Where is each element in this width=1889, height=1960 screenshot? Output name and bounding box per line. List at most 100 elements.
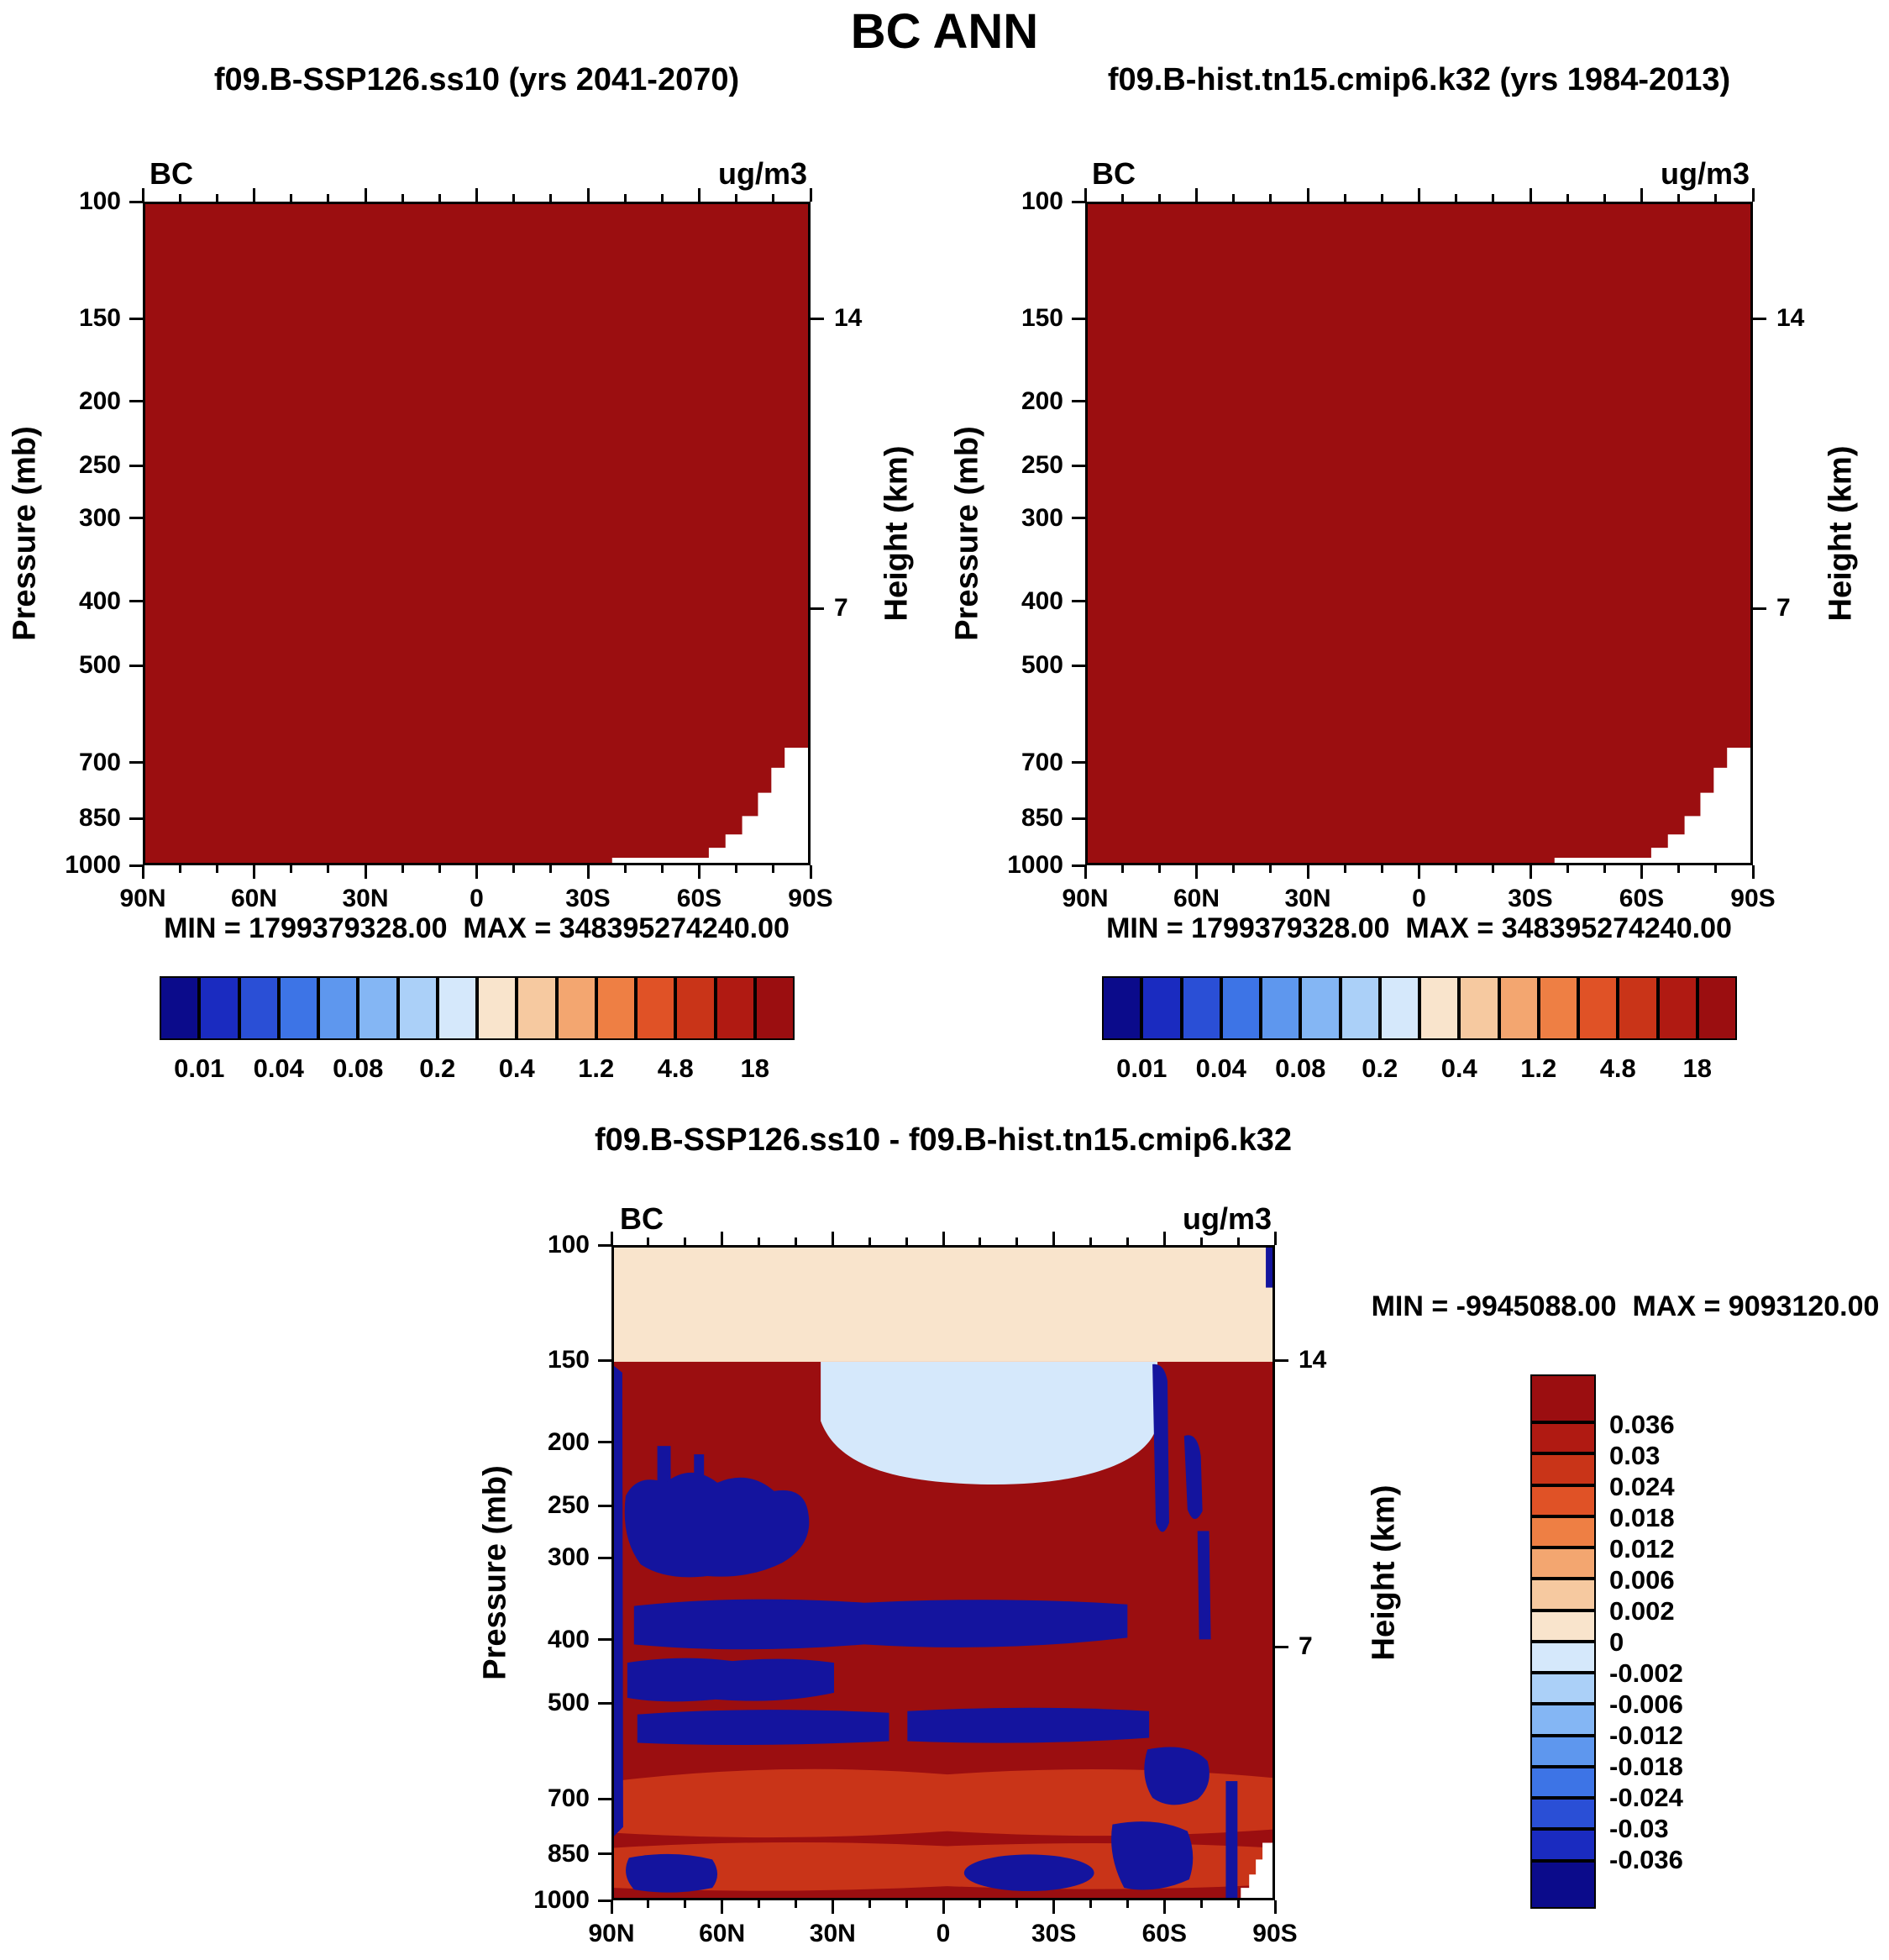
diff-colorbar-tick-label: -0.036: [1609, 1844, 1683, 1874]
lat-tick-bottom: [290, 865, 293, 873]
pressure-tick: [129, 664, 143, 667]
pressure-tick: [1072, 600, 1085, 603]
lat-tick-label: 90S: [1252, 1920, 1298, 1947]
lat-tick-label: 30N: [809, 1920, 856, 1947]
lat-tick-bottom: [1306, 865, 1309, 879]
colorbar-box: [1530, 1798, 1596, 1830]
pressure-tick-label: 150: [78, 304, 121, 333]
lat-tick-bottom: [586, 865, 590, 879]
colorbar-box: [1181, 976, 1221, 1040]
pressure-tick-label: 700: [78, 748, 121, 776]
lat-tick-top: [1084, 188, 1087, 202]
lat-tick-bottom: [141, 865, 144, 879]
minmax-right: MIN = 1799379328.00 MAX = 348395274240.0…: [1106, 912, 1732, 944]
pressure-tick: [129, 517, 143, 520]
lat-tick-top: [1751, 188, 1755, 202]
pressure-tick-label: 850: [547, 1839, 590, 1868]
lat-tick-bottom: [794, 1900, 797, 1908]
lat-tick-bottom: [1126, 1900, 1129, 1908]
lat-tick-top: [1052, 1232, 1056, 1245]
lat-tick-top: [610, 1232, 613, 1245]
pressure-tick-label: 400: [547, 1625, 590, 1653]
pressure-tick-label: 300: [547, 1543, 590, 1572]
colorbar-box: [1530, 1829, 1596, 1861]
lat-tick-top: [1269, 194, 1272, 202]
colorbar-box: [754, 976, 795, 1040]
lat-tick-top: [1195, 188, 1198, 202]
lat-tick-bottom: [401, 865, 404, 873]
lat-tick-top: [290, 194, 293, 202]
lat-tick-label: 30S: [565, 885, 611, 912]
lat-tick-bottom: [253, 865, 255, 879]
lat-tick-top: [1157, 194, 1161, 202]
lat-tick-top: [1492, 194, 1495, 202]
colorbar-tick-label: 0.01: [174, 1054, 225, 1083]
units-label-right: ug/m3: [1660, 156, 1750, 191]
lat-tick-bottom: [1199, 1900, 1203, 1908]
height-tick: [811, 317, 824, 320]
lat-tick-bottom: [1015, 1900, 1019, 1908]
colorbar-box: [1141, 976, 1182, 1040]
lat-tick-bottom: [1195, 865, 1198, 879]
colorbar-tick-label: 0.04: [253, 1054, 304, 1083]
lat-tick-top: [647, 1237, 650, 1245]
lat-tick-bottom: [1084, 865, 1087, 879]
pressure-tick: [129, 817, 143, 820]
pressure-tick: [598, 1701, 611, 1705]
colorbar: [1102, 976, 1737, 1040]
lat-tick-top: [586, 188, 590, 202]
lat-tick-bottom: [1236, 1900, 1240, 1908]
pressure-tick: [598, 1797, 611, 1800]
lat-tick-bottom: [1492, 865, 1495, 873]
colorbar-box: [1530, 1374, 1596, 1423]
panel-title-left: f09.B-SSP126.ss10 (yrs 2041-2070): [213, 62, 740, 97]
colorbar-tick-label: 0.01: [1116, 1054, 1168, 1083]
pressure-tick: [598, 1852, 611, 1856]
lat-tick-top: [178, 194, 181, 202]
colorbar-box: [675, 976, 716, 1040]
diff-colorbar-tick-label: 0.036: [1609, 1410, 1675, 1440]
plot-area-diff: [611, 1245, 1275, 1900]
lat-tick-bottom: [979, 1900, 982, 1908]
lat-tick-label: 60S: [676, 885, 722, 912]
colorbar-box: [1530, 1484, 1596, 1516]
lat-tick-bottom: [831, 1900, 834, 1914]
lat-tick-label: 60N: [1173, 885, 1220, 912]
colorbar-box: [1530, 1704, 1596, 1736]
pressure-tick: [598, 1504, 611, 1507]
lat-tick-top: [942, 1232, 945, 1245]
height-tick: [1275, 1645, 1288, 1648]
lat-tick-bottom: [1089, 1900, 1093, 1908]
height-tick-label: 14: [1776, 304, 1805, 333]
lat-tick-top: [698, 188, 701, 202]
pressure-tick-label: 850: [78, 804, 121, 833]
lat-tick-bottom: [1455, 865, 1458, 873]
minmax-left: MIN = 1799379328.00 MAX = 348395274240.0…: [164, 912, 790, 944]
pressure-tick-label: 100: [1021, 187, 1063, 215]
plot-area-left: [143, 202, 811, 865]
pressure-tick: [1072, 864, 1085, 867]
pressure-tick-label: 500: [1021, 651, 1063, 680]
lat-tick-label: 60S: [1141, 1920, 1188, 1947]
lat-tick-top: [979, 1237, 982, 1245]
lat-tick-label: 30N: [1284, 885, 1331, 912]
pressure-tick: [598, 1243, 611, 1247]
colorbar-tick-label: 0.08: [1275, 1054, 1326, 1083]
lat-tick-bottom: [809, 865, 812, 879]
field-label-right: BC: [1092, 156, 1136, 191]
minmax-diff: MIN = -9945088.00 MAX = 9093120.00: [1371, 1290, 1880, 1322]
pressure-tick-label: 250: [547, 1491, 590, 1520]
lat-tick-top: [905, 1237, 908, 1245]
pressure-tick-label: 1000: [533, 1886, 590, 1914]
panel-title-right: f09.B-hist.tn15.cmip6.k32 (yrs 1984-2013…: [1107, 62, 1731, 97]
lat-tick-bottom: [1640, 865, 1643, 879]
lat-tick-top: [549, 194, 553, 202]
lat-tick-bottom: [698, 865, 701, 879]
lat-tick-bottom: [684, 1900, 687, 1908]
lat-tick-top: [758, 1237, 761, 1245]
height-tick-label: 7: [834, 594, 848, 623]
lat-tick-label: 60N: [230, 885, 278, 912]
colorbar-box: [1578, 976, 1619, 1040]
lat-tick-label: 90N: [1062, 885, 1109, 912]
height-tick: [1753, 607, 1766, 610]
